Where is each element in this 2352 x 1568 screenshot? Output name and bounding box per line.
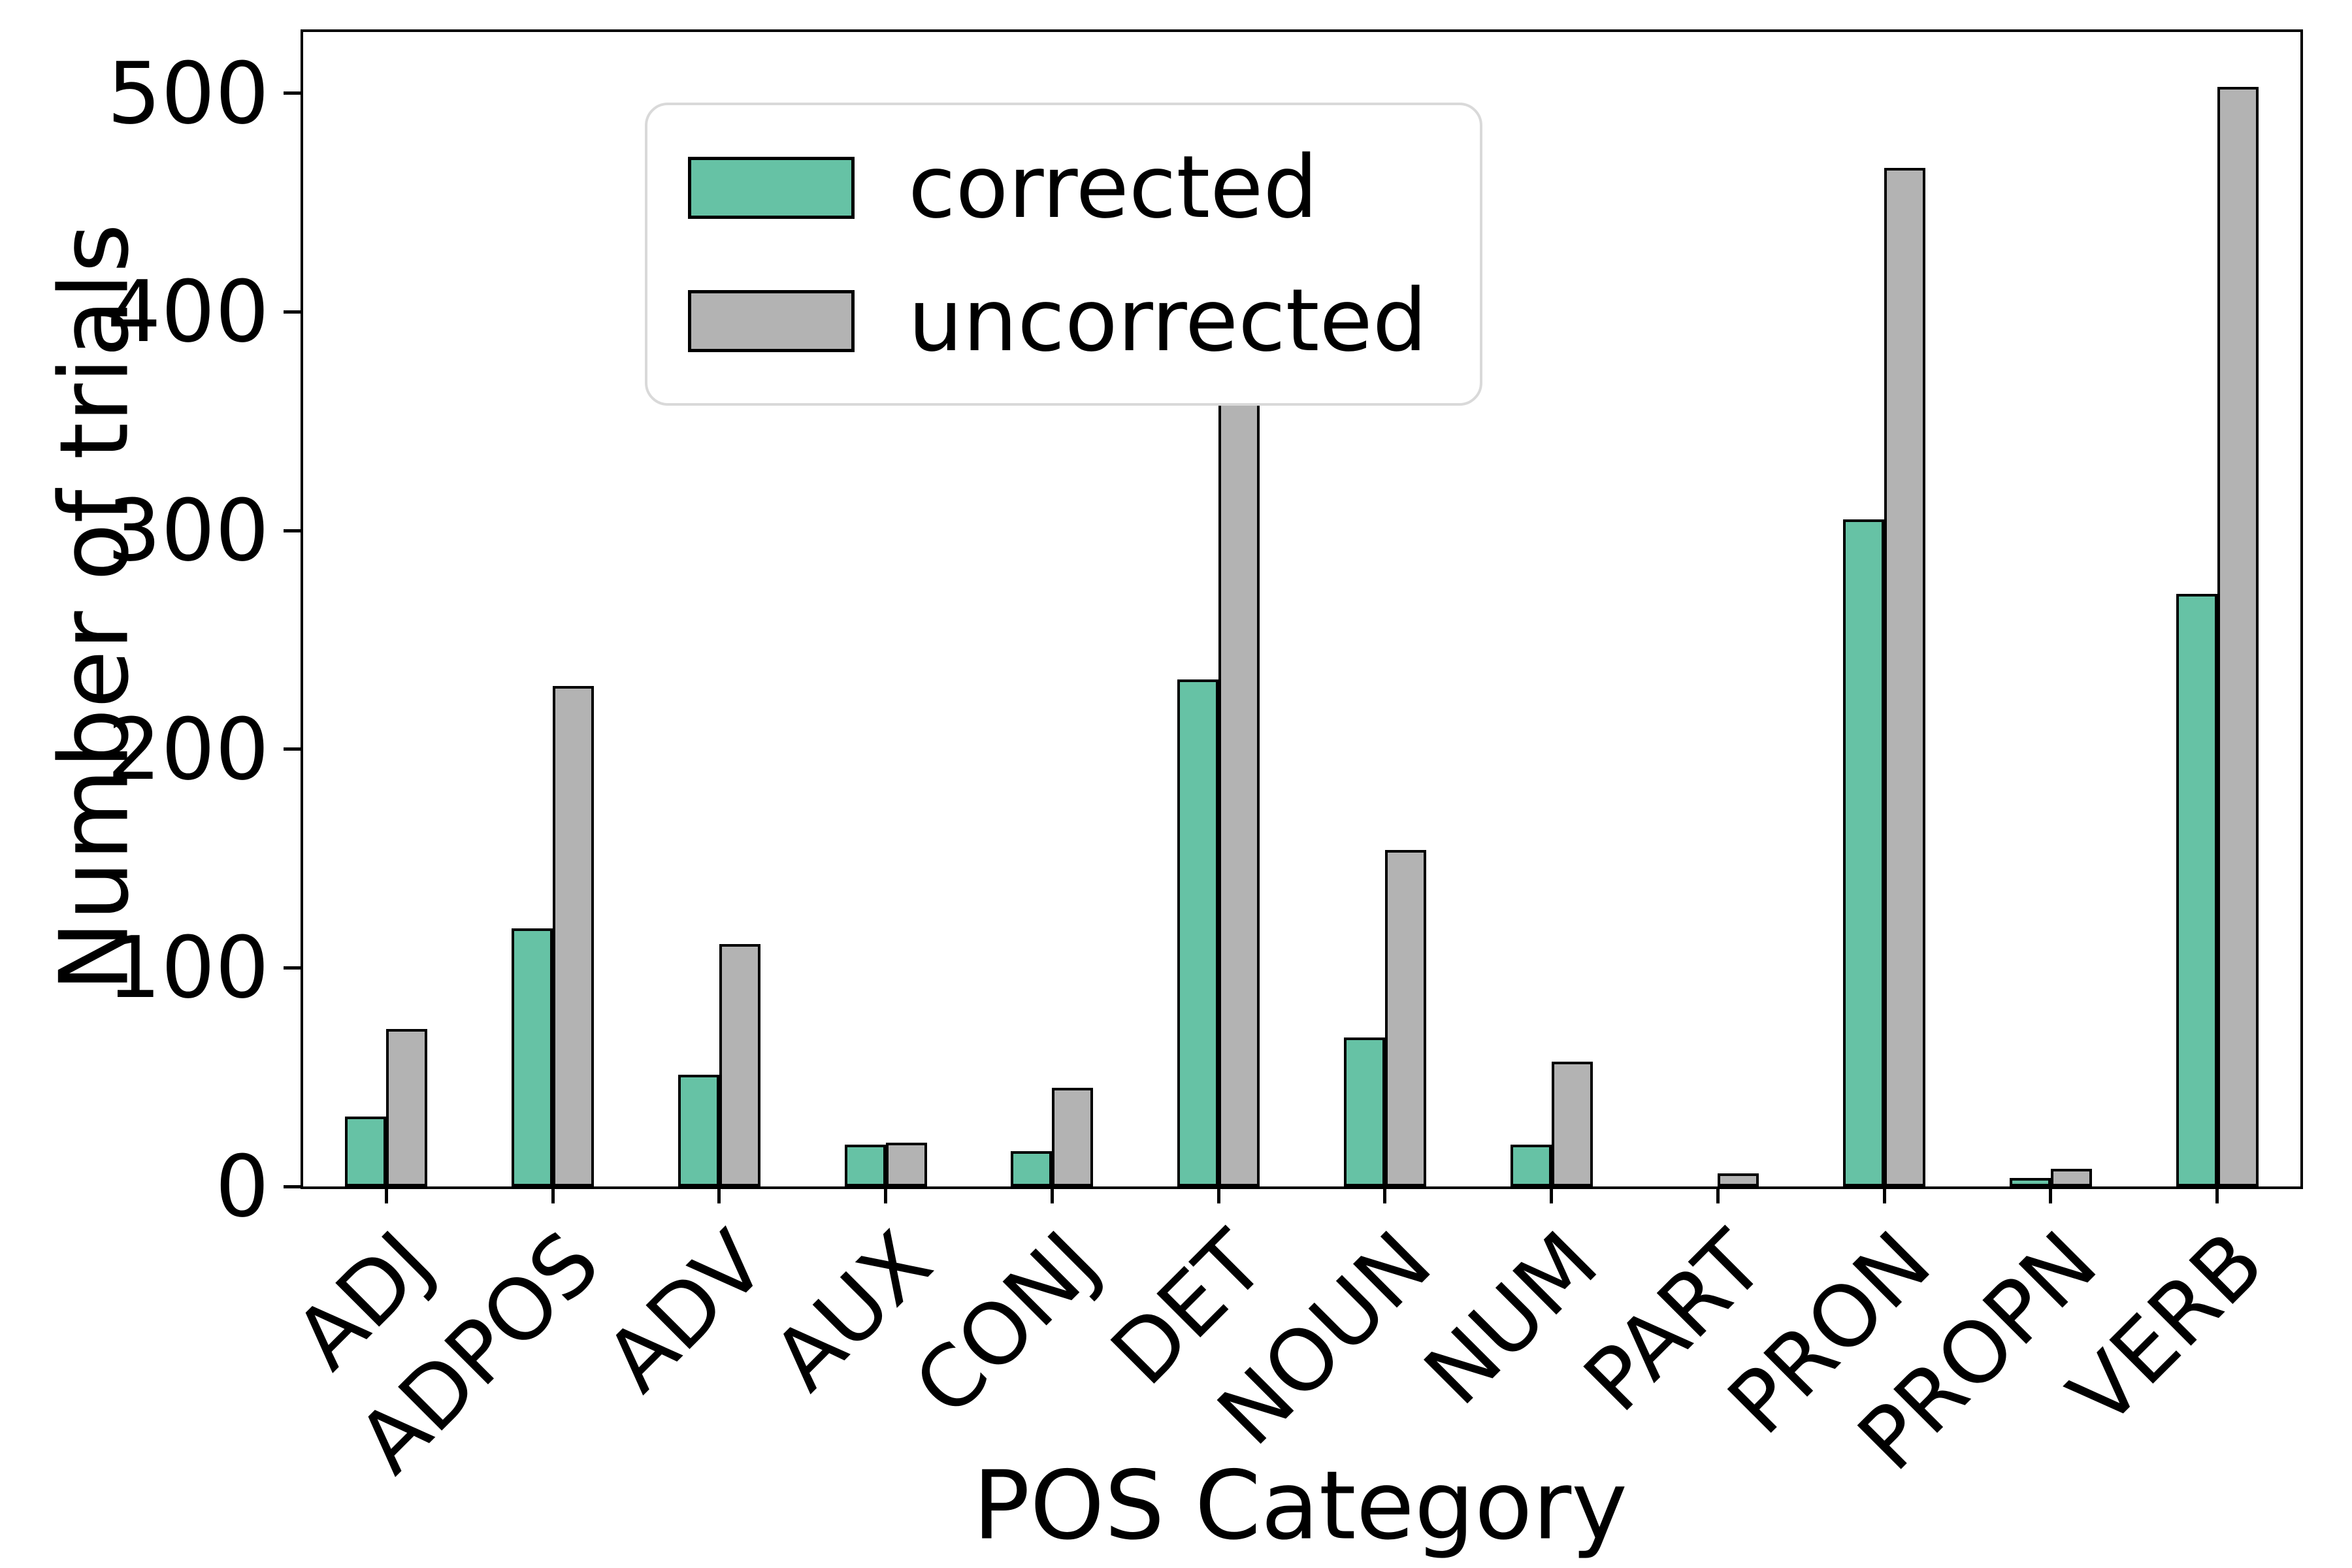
y-tick-label-0: 0 (215, 1137, 269, 1236)
bar-uncorrected-AUX (885, 1143, 927, 1186)
legend-item-uncorrected: uncorrected (688, 278, 1428, 364)
y-tick-label-500: 500 (106, 43, 269, 143)
y-tick-mark-100 (284, 966, 301, 970)
bar-uncorrected-PROPN (2050, 1169, 2092, 1186)
x-tick-label-ADV: ADV (587, 1213, 785, 1411)
x-tick-mark-NOUN (1383, 1186, 1387, 1203)
legend-swatch (688, 289, 855, 352)
y-tick-label-300: 300 (106, 481, 269, 581)
bar-uncorrected-ADV (719, 943, 760, 1186)
y-tick-label-200: 200 (106, 699, 269, 799)
x-tick-mark-PRON (1882, 1186, 1886, 1203)
bar-corrected-ADJ (345, 1116, 387, 1186)
bar-corrected-CONJ (1011, 1151, 1053, 1186)
x-tick-mark-PROPN (2049, 1186, 2053, 1203)
bar-corrected-AUX (844, 1145, 886, 1186)
bar-uncorrected-CONJ (1052, 1088, 1094, 1186)
bar-corrected-NUM (1510, 1145, 1552, 1186)
bar-uncorrected-ADJ (386, 1029, 428, 1186)
x-tick-label-VERB: VERB (2050, 1213, 2283, 1445)
legend-label: uncorrected (908, 270, 1428, 371)
bar-uncorrected-VERB (2217, 86, 2259, 1186)
x-tick-mark-ADJ (384, 1186, 388, 1203)
y-tick-mark-0 (284, 1184, 301, 1188)
bar-uncorrected-NUM (1551, 1062, 1593, 1186)
legend-item-corrected: corrected (688, 144, 1428, 231)
bar-corrected-PRON (1843, 519, 1885, 1186)
x-tick-mark-CONJ (1050, 1186, 1054, 1203)
bar-corrected-ADPOS (512, 928, 553, 1186)
x-tick-mark-AUX (884, 1186, 888, 1203)
x-tick-mark-VERB (2215, 1186, 2219, 1203)
x-tick-mark-NUM (1550, 1186, 1554, 1203)
bar-uncorrected-PART (1718, 1173, 1759, 1186)
bar-corrected-NOUN (1343, 1037, 1385, 1186)
bar-corrected-DET (1177, 679, 1219, 1186)
y-tick-mark-200 (284, 747, 301, 751)
y-tick-label-400: 400 (106, 262, 269, 362)
bar-uncorrected-NOUN (1384, 849, 1426, 1186)
y-tick-mark-300 (284, 529, 301, 532)
bar-corrected-ADV (678, 1075, 719, 1186)
x-tick-mark-PART (1716, 1186, 1720, 1203)
bar-uncorrected-PRON (1884, 167, 1926, 1186)
x-axis-label: POS Category (972, 1450, 1628, 1561)
plot-area: corrected uncorrected (284, 29, 2303, 1203)
legend-swatch (688, 156, 855, 219)
x-tick-mark-ADPOS (551, 1186, 555, 1203)
y-tick-mark-400 (284, 310, 301, 314)
x-tick-mark-ADV (717, 1186, 721, 1203)
x-tick-label-CONJ: CONJ (895, 1213, 1118, 1435)
y-tick-label-100: 100 (106, 918, 269, 1018)
legend: corrected uncorrected (645, 103, 1482, 406)
bar-corrected-PROPN (2009, 1177, 2051, 1186)
bar-uncorrected-ADPOS (553, 685, 595, 1186)
legend-label: corrected (908, 137, 1318, 238)
bar-uncorrected-DET (1218, 399, 1260, 1186)
x-tick-label-NUM: NUM (1405, 1213, 1617, 1424)
x-tick-mark-DET (1217, 1186, 1220, 1203)
y-tick-mark-500 (284, 91, 301, 95)
bar-corrected-VERB (2176, 594, 2217, 1186)
